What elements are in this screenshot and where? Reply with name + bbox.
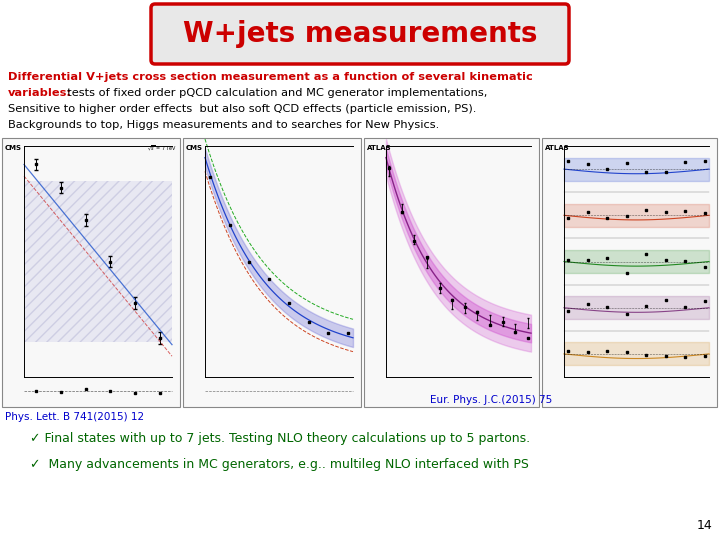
Text: Eur. Phys. J.C.(2015) 75: Eur. Phys. J.C.(2015) 75 xyxy=(430,395,552,405)
Text: $\sqrt{s}$ = 7 TeV: $\sqrt{s}$ = 7 TeV xyxy=(147,145,177,153)
Bar xyxy=(24,181,49,342)
Bar xyxy=(49,181,73,342)
Text: CMS: CMS xyxy=(186,145,203,151)
Text: ✓ Final states with up to 7 jets. Testing NLO theory calculations up to 5 parton: ✓ Final states with up to 7 jets. Testin… xyxy=(30,432,530,445)
Text: ✓  Many advancements in MC generators, e.g.. multileg NLO interfaced with PS: ✓ Many advancements in MC generators, e.… xyxy=(30,458,529,471)
Text: CMS: CMS xyxy=(5,145,22,151)
Text: Backgrounds to top, Higgs measurements and to searches for New Physics.: Backgrounds to top, Higgs measurements a… xyxy=(8,120,439,130)
Bar xyxy=(542,138,717,407)
Text: Phys. Lett. B 741(2015) 12: Phys. Lett. B 741(2015) 12 xyxy=(5,412,144,422)
Bar xyxy=(122,181,148,342)
Bar xyxy=(364,138,539,407)
Bar xyxy=(98,181,122,342)
Bar xyxy=(2,138,180,407)
Text: ATLAS: ATLAS xyxy=(545,145,570,151)
Text: variables:: variables: xyxy=(8,88,72,98)
Text: W+jets measurements: W+jets measurements xyxy=(183,20,537,48)
Text: Sensitive to higher order effects  but also soft QCD effects (particle emission,: Sensitive to higher order effects but al… xyxy=(8,104,477,114)
Text: 14: 14 xyxy=(696,519,712,532)
FancyBboxPatch shape xyxy=(151,4,569,64)
Text: tests of fixed order pQCD calculation and MC generator implementations,: tests of fixed order pQCD calculation an… xyxy=(60,88,487,98)
Text: ATLAS: ATLAS xyxy=(367,145,392,151)
Bar xyxy=(148,181,172,342)
Text: Differential V+jets cross section measurement as a function of several kinematic: Differential V+jets cross section measur… xyxy=(8,72,533,82)
Bar xyxy=(183,138,361,407)
Bar xyxy=(73,181,98,342)
